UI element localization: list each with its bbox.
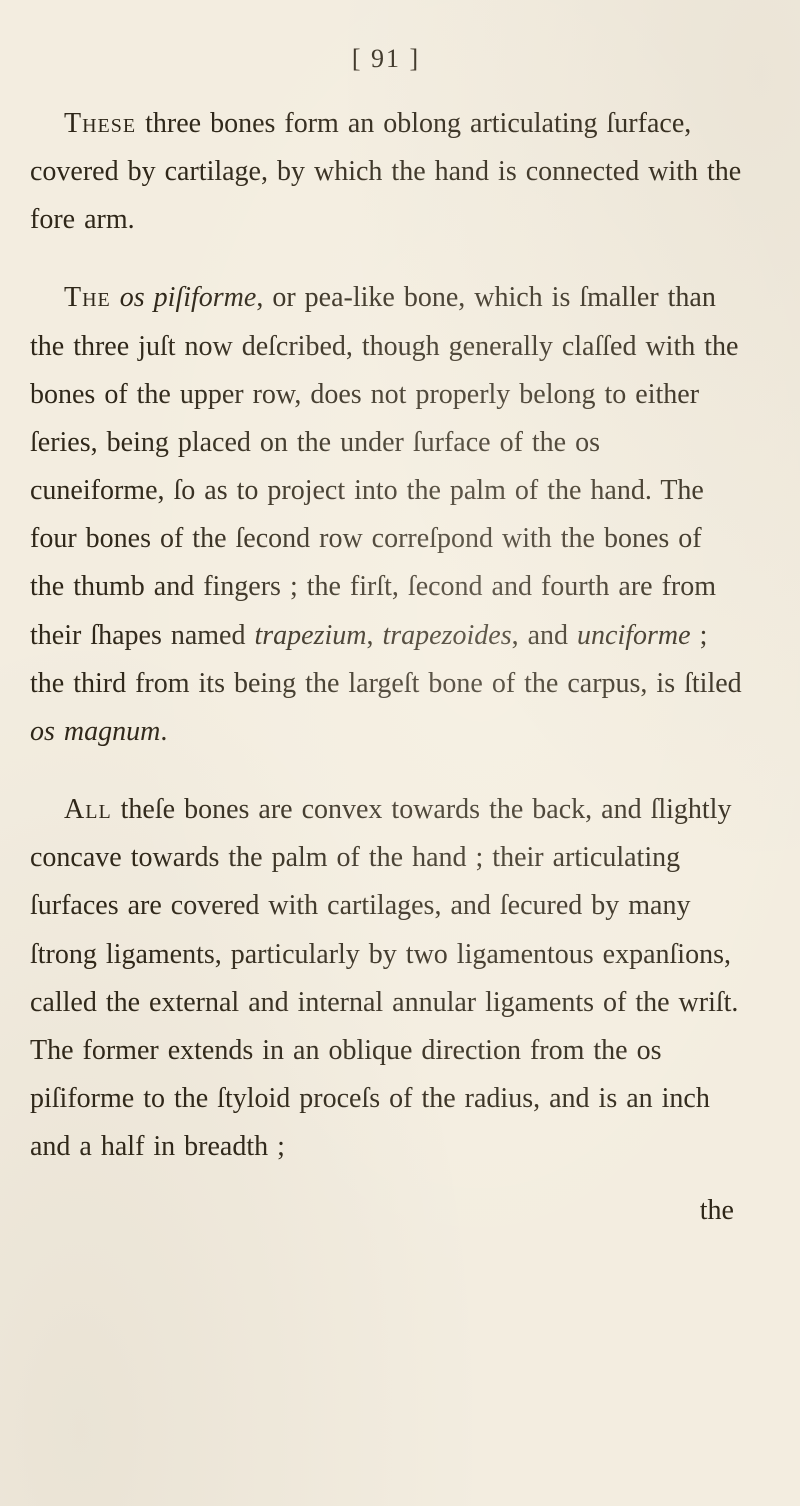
para1-lead: These bbox=[64, 108, 136, 139]
para2-italic-4: unciforme bbox=[577, 620, 691, 651]
paragraph-1: These three bones form an oblong articul… bbox=[30, 100, 742, 244]
catchword: the bbox=[30, 1195, 742, 1227]
paragraph-3: All theſe bones are convex towards the b… bbox=[30, 786, 742, 1171]
para1-body: three bones form an oblong articulat­ing… bbox=[30, 108, 741, 235]
para2-italic-2: trape­zium bbox=[254, 620, 366, 651]
paragraph-2: The os piſiforme, or pea-like bone, whic… bbox=[30, 274, 742, 756]
page: [ 91 ] These three bones form an oblong … bbox=[0, 0, 800, 1267]
page-number: [ 91 ] bbox=[30, 44, 742, 74]
para2-italic-3: trapezoides bbox=[382, 620, 511, 651]
para2-mid-1: , or pea-like bone, which is ſmaller tha… bbox=[30, 282, 738, 650]
para2-italic-1: os piſiforme bbox=[111, 282, 257, 313]
para2-mid-2: , bbox=[366, 620, 382, 651]
para2-mid-3: , and bbox=[512, 620, 577, 651]
para3-body: theſe bones are convex towards the back,… bbox=[30, 794, 738, 1162]
para2-italic-5: os magnum bbox=[30, 716, 160, 747]
para3-lead: All bbox=[64, 794, 112, 825]
para2-tail: . bbox=[160, 716, 167, 747]
para2-lead: The bbox=[64, 282, 111, 313]
